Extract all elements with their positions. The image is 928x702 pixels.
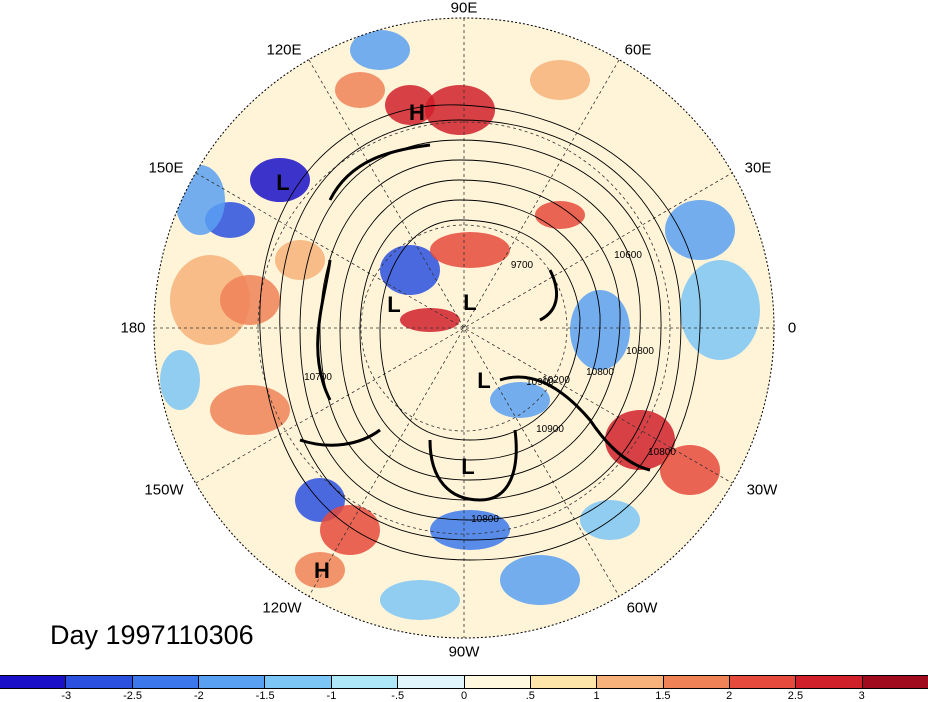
lon-label-30w: 30W	[746, 481, 778, 499]
anomaly-patch	[380, 245, 440, 295]
colorbar-tick-label: -1	[326, 690, 337, 702]
contour-label: 10600	[614, 250, 642, 261]
map-border	[153, 17, 775, 639]
anomaly-patch	[430, 510, 510, 550]
colorbar-segment	[0, 676, 67, 688]
anomaly-patch	[250, 158, 310, 202]
graticule	[154, 18, 774, 638]
colorbar-tick-label: 1.5	[655, 690, 671, 702]
lon-label-0: 0	[787, 319, 797, 337]
colorbar-segment	[66, 676, 133, 688]
day-label: Day 1997110306	[50, 620, 254, 650]
contour-label: 10200	[542, 375, 570, 386]
anomaly-patch	[490, 382, 550, 418]
colorbar-tick-label: -1.5	[255, 690, 275, 702]
low-pressure-label: L	[276, 170, 289, 195]
anomaly-patch	[530, 60, 590, 100]
colorbar-tick-label: -3	[61, 690, 72, 702]
anomaly-patch	[665, 200, 735, 260]
anomaly-patch	[660, 445, 720, 495]
anomaly-patch	[380, 580, 460, 620]
anomaly-patch	[275, 240, 325, 280]
lon-label-90e: 90E	[450, 0, 478, 17]
jet-contours	[299, 143, 651, 502]
contour-labels: 1060097001080010700109001080010800109001…	[304, 250, 676, 525]
anomaly-patch	[350, 30, 410, 70]
anomaly-patch	[680, 260, 760, 360]
colorbar-segment	[729, 676, 797, 688]
colorbar-tick-label: 2.5	[787, 690, 804, 702]
colorbar-segment	[331, 676, 399, 688]
anomaly-patch	[220, 275, 280, 325]
low-pressure-label: L	[463, 290, 476, 315]
contour-label: 10900	[526, 377, 554, 388]
contour-label: 10800	[648, 447, 676, 458]
pressure-centers: H L L L L L H	[276, 100, 490, 583]
lon-label-150w: 150W	[144, 481, 184, 499]
anomaly-patch	[535, 201, 585, 229]
anomaly-patch	[500, 555, 580, 605]
contour-label: 9700	[511, 260, 534, 271]
contour-label: 10900	[536, 424, 564, 435]
lon-label-120e: 120E	[266, 41, 302, 59]
lon-label-180: 180	[120, 319, 146, 337]
low-pressure-label: L	[461, 454, 474, 479]
colorbar-segment	[265, 676, 332, 688]
colorbar-tick-label: 1	[593, 690, 600, 702]
colorbar-segment	[199, 676, 266, 688]
colorbar-tick-label: -2.5	[123, 690, 143, 702]
lon-label-60w: 60W	[626, 599, 658, 617]
colorbar-tick-label: 0	[460, 690, 468, 702]
colorbar-segment	[796, 676, 863, 688]
high-pressure-label: H	[314, 558, 330, 583]
lon-label-150e: 150E	[148, 159, 184, 177]
colorbar-segment	[862, 676, 928, 688]
colorbar-tick-label: -2	[193, 690, 204, 702]
anomaly-patch	[385, 85, 435, 125]
colorbar-tick-label: -.5	[391, 690, 405, 702]
colorbar-tick-label: 2	[726, 690, 733, 702]
contour-label: 10800	[626, 346, 654, 357]
anomaly-patch	[320, 505, 380, 555]
anomaly-patch	[210, 385, 290, 435]
anomaly-patch	[430, 232, 510, 268]
contour-label: 10700	[304, 372, 332, 383]
polar-map: H L L L L L H 10600 9700 10800 10700 10900 10800 108…	[153, 17, 775, 639]
colorbar-segment	[530, 676, 598, 688]
anomaly-patch	[400, 308, 460, 332]
contour-label: 10800	[471, 514, 499, 525]
colorbar-segment	[398, 676, 465, 688]
height-contours	[259, 104, 701, 561]
lon-label-120w: 120W	[262, 599, 302, 617]
colorbar-segment	[132, 676, 200, 688]
lon-label-60e: 60E	[624, 41, 652, 59]
high-pressure-label: H	[409, 100, 425, 125]
lon-label-30e: 30E	[744, 159, 772, 177]
colorbar-segment	[663, 676, 730, 688]
anomaly-patch	[160, 350, 200, 410]
lon-label-90w: 90W	[448, 643, 480, 661]
anomaly-patch	[170, 255, 250, 345]
contour-label: 10800	[586, 367, 614, 378]
colorbar-segment	[464, 676, 531, 688]
anomaly-patch	[295, 552, 345, 588]
low-pressure-label: L	[387, 292, 400, 317]
anomaly-patch	[335, 72, 385, 108]
colorbar-tick-label: 3	[858, 690, 865, 702]
colorbar-segment	[597, 676, 664, 688]
colorbar	[0, 675, 928, 689]
low-pressure-label: L	[477, 368, 490, 393]
colorbar-tick-label: .5	[525, 690, 535, 702]
anomaly-patch	[425, 85, 495, 135]
